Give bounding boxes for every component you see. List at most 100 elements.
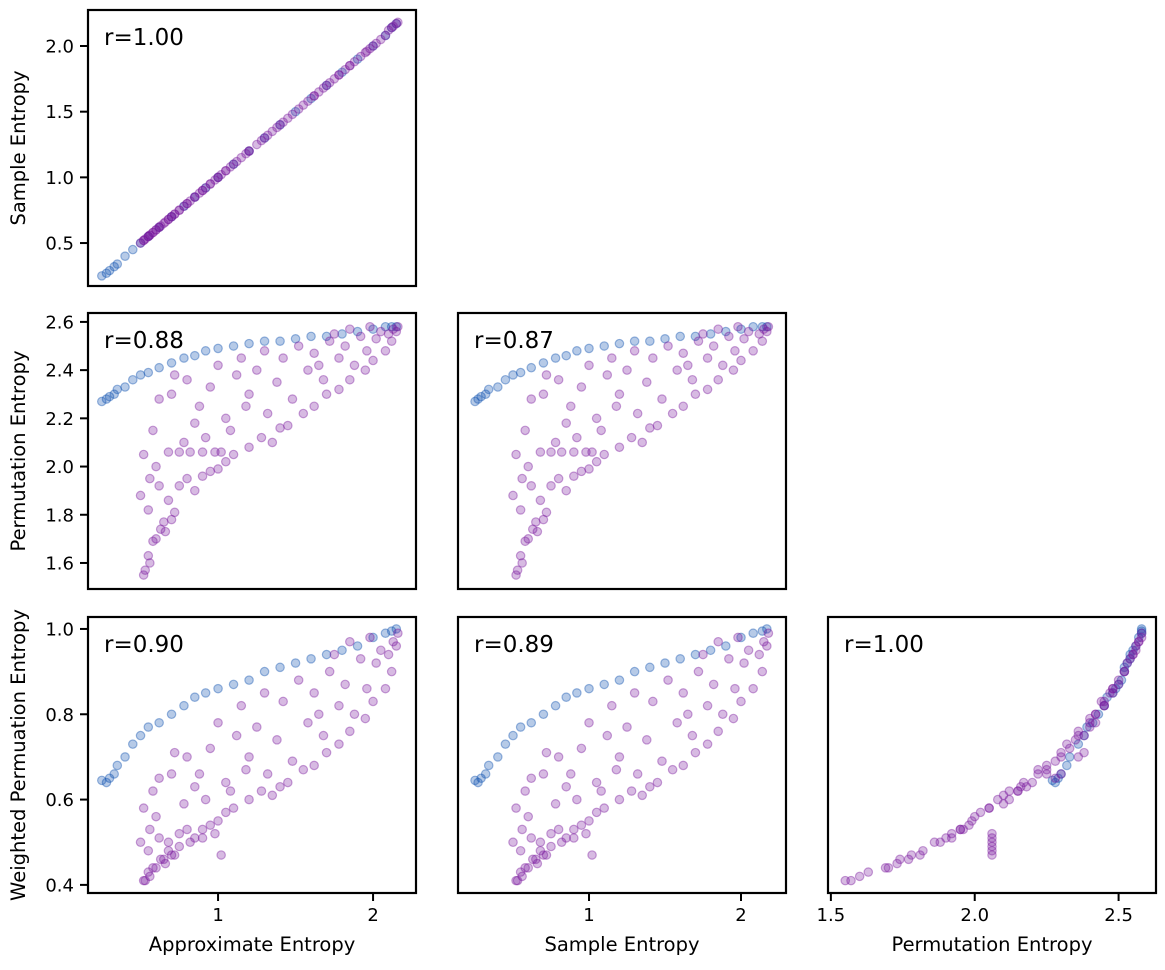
data-point-purple <box>546 447 556 457</box>
data-point-purple <box>145 230 155 240</box>
data-point-purple <box>283 113 293 124</box>
data-point-purple <box>163 837 174 848</box>
data-point-blue <box>757 321 768 332</box>
data-point-purple <box>632 408 643 419</box>
data-point-blue <box>538 358 549 368</box>
data-point-purple <box>1070 735 1081 745</box>
data-point-purple <box>345 60 355 71</box>
data-point-purple <box>298 100 309 110</box>
data-point-purple <box>511 875 521 886</box>
data-point-purple <box>145 558 155 568</box>
data-point-purple <box>541 507 552 518</box>
y-tick-label: 0.5 <box>45 234 74 255</box>
y-tick-label: 1.0 <box>45 619 74 640</box>
data-point-purple <box>1113 679 1124 690</box>
data-point-purple <box>763 628 774 639</box>
data-point-purple <box>345 324 355 334</box>
data-point-purple <box>221 165 231 176</box>
data-point-blue <box>614 675 625 685</box>
data-point-purple <box>523 811 534 822</box>
data-point-purple <box>526 773 537 784</box>
data-point-purple <box>303 717 313 728</box>
data-point-purple <box>309 688 319 698</box>
data-point-purple <box>678 760 689 771</box>
data-point-purple <box>743 645 754 656</box>
data-point-purple <box>546 828 556 839</box>
y-tick-label: 0.6 <box>45 790 74 811</box>
data-point-purple <box>512 565 523 575</box>
data-point-purple <box>380 346 391 356</box>
y-tick-label: 0.8 <box>45 705 74 726</box>
data-point-blue <box>120 382 130 392</box>
data-point-purple <box>1136 628 1147 639</box>
data-point-purple <box>1105 688 1115 698</box>
data-point-blue <box>190 350 200 361</box>
data-point-purple <box>1015 781 1026 792</box>
data-point-purple <box>550 799 561 809</box>
data-point-purple <box>739 333 749 344</box>
data-point-purple <box>256 432 267 443</box>
data-point-purple <box>626 786 637 796</box>
data-point-purple <box>1004 786 1015 796</box>
data-point-purple <box>340 64 350 75</box>
data-point-purple <box>360 713 371 724</box>
data-point-purple <box>362 346 372 356</box>
data-point-purple <box>140 234 150 244</box>
data-point-purple <box>1056 747 1066 758</box>
data-point-purple <box>1013 786 1023 796</box>
data-point-purple <box>383 25 394 36</box>
data-point-purple <box>321 389 332 400</box>
data-point-purple <box>371 658 381 668</box>
data-point-purple <box>587 850 597 860</box>
data-point-purple <box>517 473 527 484</box>
data-point-purple <box>550 437 561 448</box>
data-point-blue <box>337 329 347 339</box>
correlation-label: r=1.00 <box>844 632 924 658</box>
data-point-purple <box>216 850 226 860</box>
data-point-purple <box>388 636 399 647</box>
data-point-purple <box>569 471 579 481</box>
data-point-purple <box>314 360 324 371</box>
data-point-blue <box>101 268 112 279</box>
data-point-purple <box>174 447 185 457</box>
y-tick-label: 1.6 <box>45 553 74 574</box>
data-point-blue <box>154 717 164 728</box>
data-point-purple <box>553 473 564 484</box>
data-point-purple <box>946 833 957 843</box>
data-point-blue <box>352 641 363 651</box>
data-point-blue <box>154 222 164 233</box>
data-point-purple <box>1136 632 1147 643</box>
data-point-purple <box>1033 764 1043 775</box>
data-point-blue <box>1131 641 1141 651</box>
data-point-blue <box>259 666 270 677</box>
data-point-purple <box>275 781 285 792</box>
data-point-blue <box>109 261 119 272</box>
data-point-purple <box>736 696 746 707</box>
data-point-purple <box>561 833 572 843</box>
data-point-purple <box>293 104 304 114</box>
data-point-purple <box>713 374 724 385</box>
data-point-blue <box>470 396 480 407</box>
data-point-purple <box>169 209 180 219</box>
data-point-blue <box>1082 722 1092 732</box>
data-point-blue <box>675 654 686 664</box>
y-axis-label: Permutation Entropy <box>7 351 30 552</box>
data-point-purple <box>846 875 856 886</box>
data-point-blue <box>1110 683 1121 694</box>
data-point-purple <box>225 162 236 172</box>
data-point-purple <box>151 225 161 235</box>
data-point-purple <box>975 807 986 818</box>
data-point-purple <box>138 570 149 580</box>
data-point-blue <box>213 172 223 183</box>
data-point-purple <box>728 713 739 724</box>
data-point-purple <box>194 401 205 412</box>
data-point-purple <box>969 811 980 822</box>
data-point-purple <box>287 756 298 766</box>
points-group <box>96 17 403 281</box>
data-point-blue <box>391 624 402 634</box>
data-point-purple <box>163 214 174 225</box>
data-point-blue <box>645 336 655 347</box>
data-point-blue <box>480 769 491 779</box>
data-point-purple <box>262 130 273 141</box>
data-point-purple <box>275 423 285 433</box>
